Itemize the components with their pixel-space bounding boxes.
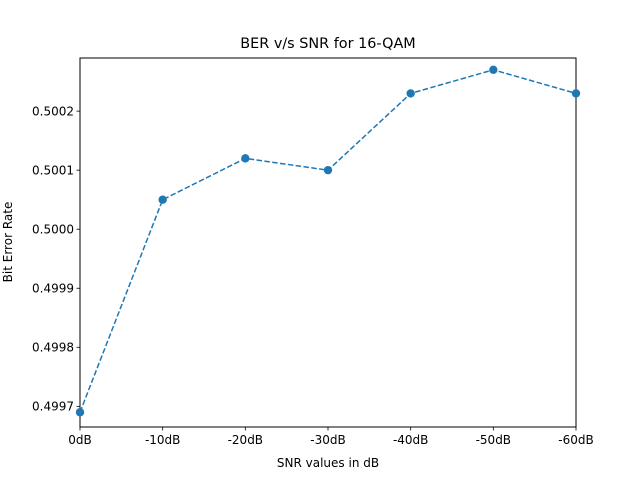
x-tick-label-5: -50dB: [476, 433, 511, 447]
y-axis-label: Bit Error Rate: [1, 202, 15, 283]
data-point-3: [323, 165, 333, 175]
x-tick-label-1: -10dB: [145, 433, 180, 447]
series-line-0: [79, 69, 577, 413]
x-tick-label-2: -20dB: [228, 433, 263, 447]
y-tick-label-5: 0.5002: [32, 104, 74, 118]
x-axis: 0dB -10dB -20dB -30dB -40dB -50dB -60dB: [68, 427, 594, 447]
x-tick-label-0: 0dB: [68, 433, 91, 447]
y-axis: 0.4997 0.4998 0.4999 0.5000 0.5001 0.5002: [32, 104, 80, 414]
series-group: [75, 65, 581, 417]
y-tick-label-4: 0.5001: [32, 163, 74, 177]
data-point-5: [489, 65, 498, 75]
plot-area: [79, 57, 577, 428]
y-tick-label-3: 0.5000: [32, 222, 74, 236]
x-tick-label-6: -60dB: [558, 433, 593, 447]
x-tick-label-4: -40dB: [393, 433, 428, 447]
data-point-4: [406, 89, 415, 98]
y-tick-label-1: 0.4998: [32, 340, 74, 354]
y-tick-label-0: 0.4997: [32, 400, 74, 414]
data-point-0: [75, 408, 85, 417]
x-tick-label-3: -30dB: [310, 433, 345, 447]
data-point-2: [241, 154, 250, 163]
chart-title: BER v/s SNR for 16-QAM: [240, 36, 415, 52]
x-axis-label: SNR values in dB: [277, 456, 379, 470]
y-tick-label-2: 0.4999: [32, 281, 74, 295]
data-point-6: [571, 89, 581, 98]
data-point-1: [158, 195, 167, 204]
